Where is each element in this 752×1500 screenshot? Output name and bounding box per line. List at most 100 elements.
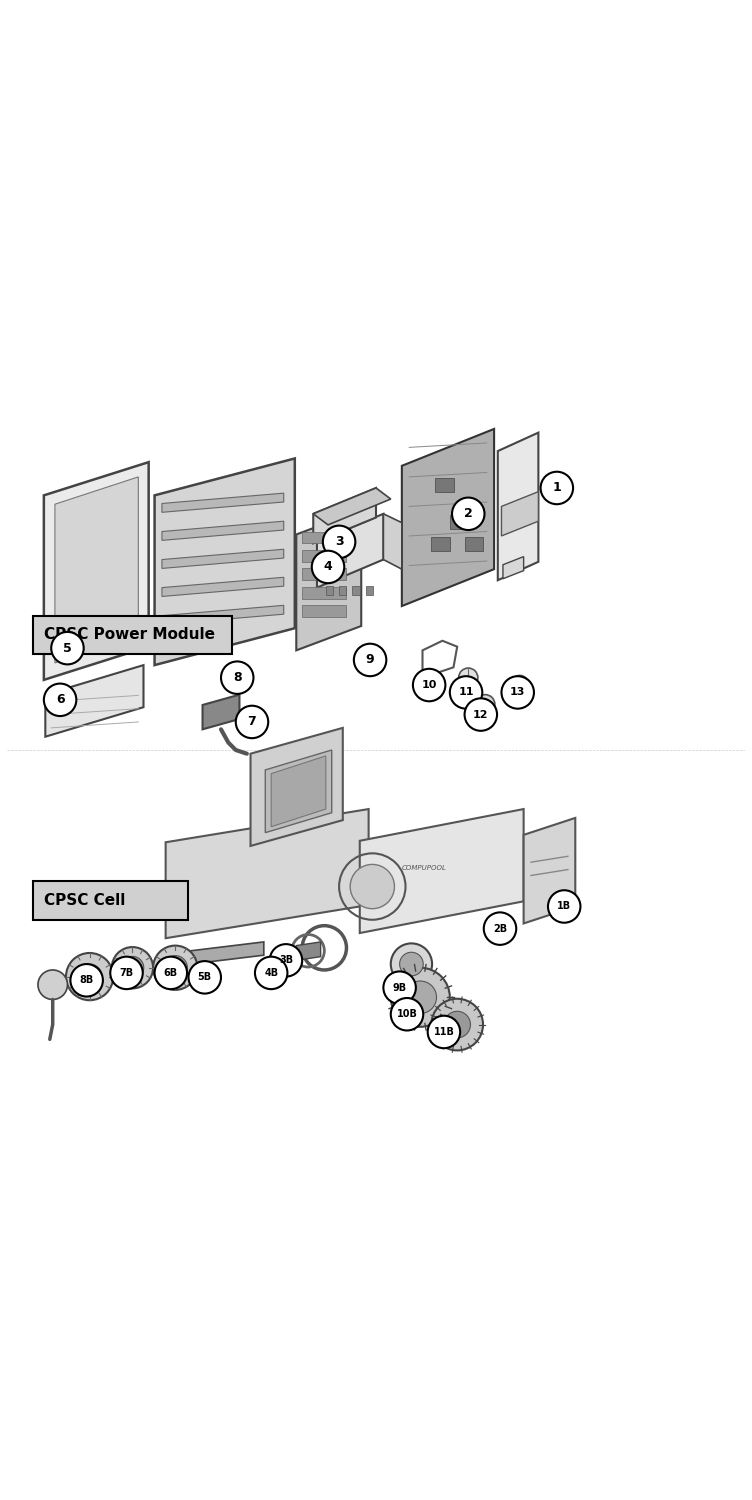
Bar: [302, 606, 347, 616]
Circle shape: [459, 668, 478, 687]
Circle shape: [391, 998, 423, 1030]
Bar: [465, 537, 483, 550]
Polygon shape: [155, 459, 295, 664]
Circle shape: [444, 1011, 471, 1038]
Text: 7B: 7B: [120, 968, 134, 978]
Text: 2B: 2B: [493, 924, 507, 933]
Text: 4: 4: [323, 561, 332, 573]
Circle shape: [112, 946, 153, 988]
Bar: [302, 531, 347, 543]
Polygon shape: [314, 488, 391, 525]
Polygon shape: [165, 808, 368, 938]
Bar: [326, 586, 333, 596]
Circle shape: [391, 944, 432, 984]
Polygon shape: [384, 514, 402, 568]
Polygon shape: [523, 818, 575, 924]
Text: 11B: 11B: [433, 1028, 454, 1036]
Polygon shape: [314, 488, 376, 543]
Bar: [432, 537, 450, 550]
Circle shape: [189, 962, 221, 993]
Circle shape: [541, 471, 573, 504]
Circle shape: [51, 632, 83, 664]
Circle shape: [155, 957, 187, 988]
Circle shape: [384, 972, 416, 1004]
Polygon shape: [271, 756, 326, 826]
Polygon shape: [296, 510, 361, 651]
Polygon shape: [296, 942, 320, 960]
Circle shape: [44, 684, 76, 716]
Circle shape: [465, 699, 497, 730]
Circle shape: [77, 964, 102, 988]
Text: 5: 5: [63, 642, 72, 654]
Bar: [302, 550, 347, 562]
Polygon shape: [160, 942, 264, 968]
Circle shape: [413, 669, 445, 702]
Polygon shape: [498, 432, 538, 580]
Circle shape: [391, 968, 450, 1028]
Polygon shape: [162, 606, 284, 624]
Circle shape: [432, 999, 483, 1050]
Text: 10: 10: [421, 680, 437, 690]
Polygon shape: [55, 477, 138, 663]
Circle shape: [399, 952, 423, 976]
Bar: [365, 586, 373, 596]
Circle shape: [512, 675, 528, 692]
Circle shape: [323, 525, 356, 558]
Text: 12: 12: [473, 710, 489, 720]
Polygon shape: [503, 556, 523, 579]
FancyBboxPatch shape: [33, 882, 188, 920]
Text: 5B: 5B: [198, 972, 212, 982]
Text: COMPUPOOL: COMPUPOOL: [402, 865, 447, 871]
Circle shape: [111, 957, 143, 988]
Circle shape: [121, 957, 144, 980]
Circle shape: [450, 676, 482, 708]
Circle shape: [236, 705, 268, 738]
Bar: [450, 516, 468, 528]
Circle shape: [71, 964, 103, 996]
Circle shape: [270, 944, 302, 976]
Text: 2: 2: [464, 507, 473, 520]
Text: 13: 13: [510, 687, 526, 698]
Text: 11: 11: [458, 687, 474, 698]
Polygon shape: [162, 549, 284, 568]
Text: 10B: 10B: [396, 1010, 417, 1019]
Text: 3: 3: [335, 536, 344, 549]
Bar: [435, 478, 453, 492]
Polygon shape: [45, 664, 144, 736]
Text: 3B: 3B: [279, 956, 293, 966]
Circle shape: [476, 694, 495, 714]
Bar: [353, 586, 359, 596]
Text: 8B: 8B: [80, 975, 94, 986]
Polygon shape: [250, 728, 343, 846]
Circle shape: [221, 662, 253, 694]
Circle shape: [452, 498, 484, 530]
Circle shape: [484, 912, 516, 945]
Polygon shape: [44, 462, 149, 680]
Circle shape: [38, 970, 68, 999]
Bar: [339, 586, 347, 596]
Circle shape: [404, 981, 436, 1014]
Text: 4B: 4B: [264, 968, 278, 978]
Text: 8: 8: [233, 670, 241, 684]
Circle shape: [66, 952, 114, 1000]
Circle shape: [354, 644, 387, 676]
Bar: [302, 568, 347, 580]
Polygon shape: [162, 520, 284, 540]
Circle shape: [163, 956, 187, 980]
Text: 9B: 9B: [393, 982, 407, 993]
Circle shape: [350, 864, 395, 909]
Circle shape: [428, 1016, 460, 1048]
Circle shape: [480, 699, 490, 709]
Text: CPSC Cell: CPSC Cell: [44, 892, 126, 908]
Polygon shape: [162, 494, 284, 513]
Text: 1: 1: [553, 482, 561, 495]
Text: 7: 7: [247, 716, 256, 729]
Polygon shape: [359, 808, 523, 933]
Text: 9: 9: [365, 654, 374, 666]
Circle shape: [548, 890, 581, 922]
Text: 1B: 1B: [557, 902, 572, 912]
Circle shape: [502, 676, 534, 708]
Polygon shape: [202, 694, 239, 729]
Text: 6B: 6B: [164, 968, 178, 978]
Text: 6: 6: [56, 693, 65, 706]
